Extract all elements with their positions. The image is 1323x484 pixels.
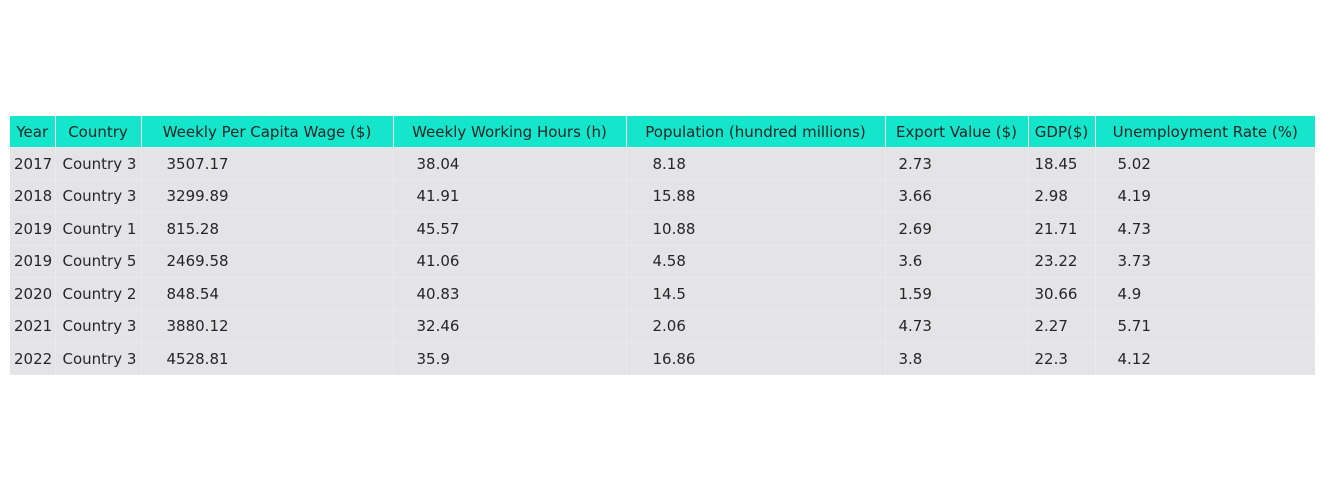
table-cell: 2020 [10,277,56,310]
table-cell: 40.83 [393,277,627,310]
table-cell: 3.66 [885,179,1029,213]
column-header: Weekly Per Capita Wage ($) [141,116,394,148]
column-header: GDP($) [1028,116,1096,148]
table-cell: Country 3 [55,342,142,375]
table-cell: Country 3 [55,147,142,180]
table-cell: 4.9 [1095,277,1315,310]
table-cell: 4.73 [885,309,1029,343]
table-cell: 3299.89 [141,179,394,213]
table-row: 2019 Country 5 2469.58 41.06 4.58 3.6 23.22 3.7… [10,244,1315,278]
table-cell: 3880.12 [141,309,394,343]
table-cell: 2469.58 [141,244,394,278]
column-header: Unemployment Rate (%) [1095,116,1315,148]
table-cell: 35.9 [393,342,627,375]
table-cell: 10.88 [626,212,886,245]
table-cell: 2.98 [1028,179,1096,213]
table-cell: 21.71 [1028,212,1096,245]
table-cell: 2018 [10,179,56,213]
table-body: 2017 Country 3 3507.17 38.04 8.18 2.73 18.45 5.… [10,147,1315,375]
column-header: Year [10,116,56,148]
table-cell: Country 3 [55,179,142,213]
table-cell: 41.91 [393,179,627,213]
table-cell: 2019 [10,244,56,278]
table-cell: 2.27 [1028,309,1096,343]
column-header: Country [55,116,142,148]
column-header: Population (hundred millions) [626,116,886,148]
table-cell: 2017 [10,147,56,180]
table-cell: 2021 [10,309,56,343]
table-cell: 5.71 [1095,309,1315,343]
table-cell: 4.58 [626,244,886,278]
table-row: 2018 Country 3 3299.89 41.91 15.88 3.66 2.98 4.… [10,179,1315,213]
table-cell: Country 2 [55,277,142,310]
table-cell: 4528.81 [141,342,394,375]
table-cell: 15.88 [626,179,886,213]
data-table: Year Country Weekly Per Capita Wage ($) Wee… [10,116,1315,375]
table-row: 2021 Country 3 3880.12 32.46 2.06 4.73 2.27 5.7… [10,309,1315,343]
table-cell: 18.45 [1028,147,1096,180]
table-cell: 815.28 [141,212,394,245]
table-cell: 45.57 [393,212,627,245]
table-row: 2017 Country 3 3507.17 38.04 8.18 2.73 18.45 5.… [10,147,1315,180]
table-cell: 3.8 [885,342,1029,375]
column-header: Export Value ($) [885,116,1029,148]
table-cell: 14.5 [626,277,886,310]
table-cell: 22.3 [1028,342,1096,375]
table-cell: Country 1 [55,212,142,245]
table-cell: 38.04 [393,147,627,180]
table-row: 2020 Country 2 848.54 40.83 14.5 1.59 30.66 4.9 [10,277,1315,310]
column-header: Weekly Working Hours (h) [393,116,627,148]
table-cell: 16.86 [626,342,886,375]
table-header-row: Year Country Weekly Per Capita Wage ($) Wee… [10,116,1315,148]
table-cell: 1.59 [885,277,1029,310]
table-cell: 2.73 [885,147,1029,180]
table-cell: 4.12 [1095,342,1315,375]
table-cell: 3.6 [885,244,1029,278]
table-cell: 8.18 [626,147,886,180]
table-cell: 2022 [10,342,56,375]
table-cell: 5.02 [1095,147,1315,180]
table-cell: 2019 [10,212,56,245]
table-cell: 848.54 [141,277,394,310]
table-cell: 41.06 [393,244,627,278]
table-row: 2022 Country 3 4528.81 35.9 16.86 3.8 22.3 4.12 [10,342,1315,375]
table-cell: 3507.17 [141,147,394,180]
table-cell: 32.46 [393,309,627,343]
table-cell: 3.73 [1095,244,1315,278]
table-cell: 4.73 [1095,212,1315,245]
table-row: 2019 Country 1 815.28 45.57 10.88 2.69 21.71 4.… [10,212,1315,245]
table-cell: Country 5 [55,244,142,278]
table-cell: 4.19 [1095,179,1315,213]
table-cell: 30.66 [1028,277,1096,310]
table-cell: 2.06 [626,309,886,343]
table-cell: Country 3 [55,309,142,343]
table-cell: 2.69 [885,212,1029,245]
table-cell: 23.22 [1028,244,1096,278]
